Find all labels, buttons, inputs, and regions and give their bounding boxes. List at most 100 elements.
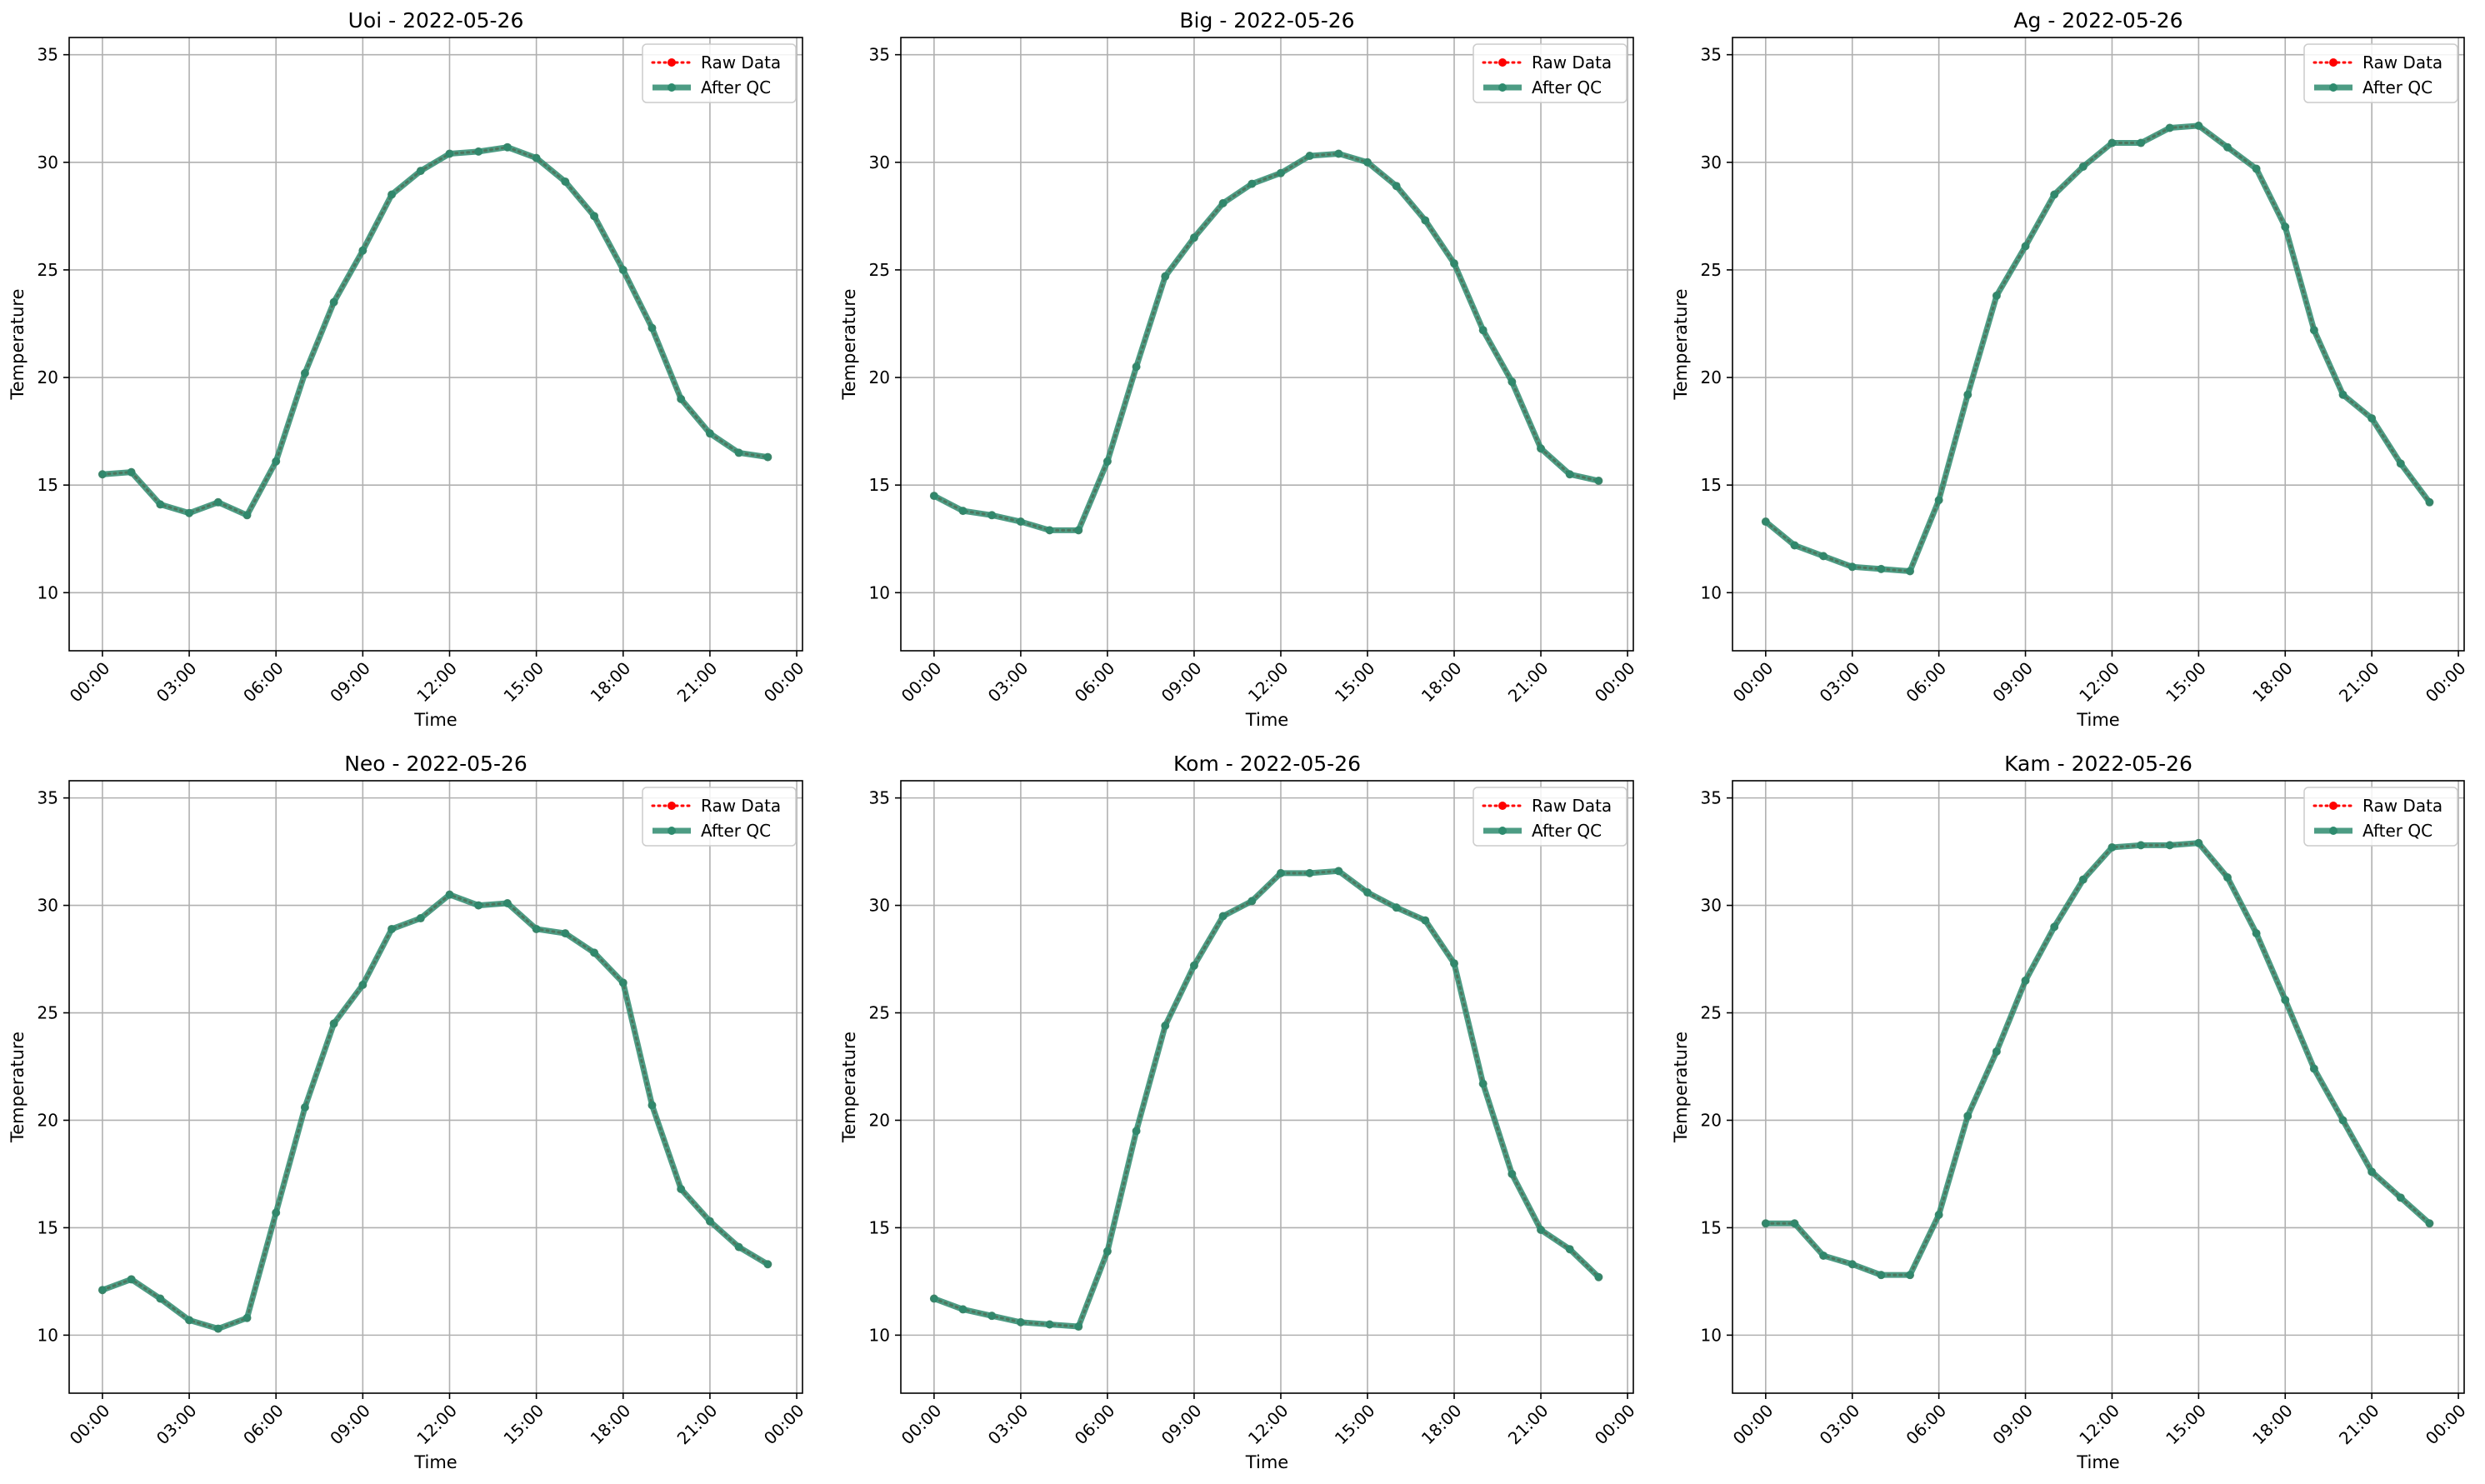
after-qc-point	[329, 1019, 338, 1028]
after-qc-point	[1248, 179, 1257, 188]
after-qc-point	[618, 265, 628, 274]
after-qc-point	[1276, 168, 1285, 177]
y-tick-label: 15	[38, 475, 58, 495]
after-qc-point	[185, 1316, 194, 1325]
after-qc-point	[474, 147, 483, 156]
after-qc-point	[2281, 996, 2290, 1005]
y-tick-label: 15	[869, 1217, 890, 1237]
after-qc-point	[2309, 326, 2318, 335]
legend-raw-label: Raw Data	[701, 796, 781, 816]
x-tick-label: 18:00	[587, 1401, 635, 1449]
after-qc-point	[734, 1242, 743, 1252]
legend-raw-label: Raw Data	[2362, 796, 2442, 816]
x-tick-label: 21:00	[1504, 1401, 1552, 1449]
x-tick-label: 03:00	[1816, 1401, 1864, 1449]
after-qc-point	[1334, 149, 1343, 158]
x-tick-label: 18:00	[2248, 1401, 2297, 1449]
y-tick-label: 15	[38, 1217, 58, 1237]
after-qc-point	[329, 297, 338, 307]
after-qc-point	[677, 1185, 686, 1193]
after-qc-point	[958, 1305, 968, 1314]
after-qc-point	[1761, 517, 1770, 527]
after-qc-point	[1450, 959, 1459, 968]
after-qc-point	[2425, 497, 2434, 507]
after-qc-point	[502, 899, 512, 907]
after-qc-point	[1508, 377, 1517, 387]
after-qc-point	[300, 368, 309, 377]
after-qc-point	[2165, 123, 2174, 132]
legend-qc-label: After QC	[701, 821, 771, 841]
legend-raw-marker	[1498, 802, 1507, 810]
x-tick-label: 21:00	[2335, 658, 2383, 707]
after-qc-point	[1045, 1320, 1054, 1329]
after-qc-point	[618, 978, 628, 987]
after-qc-point	[2252, 164, 2261, 173]
x-tick-label: 00:00	[2422, 1401, 2470, 1449]
after-qc-point	[445, 890, 454, 899]
after-qc-point	[2368, 414, 2377, 423]
x-tick-label: 12:00	[1244, 658, 1292, 707]
after-qc-point	[2425, 1219, 2434, 1228]
x-axis-label: Time	[413, 1452, 457, 1472]
after-qc-point	[1421, 916, 1430, 925]
x-tick-label: 15:00	[2162, 658, 2210, 707]
chart-title: Kom - 2022-05-26	[1173, 752, 1361, 776]
legend-qc-label: After QC	[1532, 77, 1602, 97]
x-tick-label: 00:00	[1729, 1401, 1778, 1449]
after-qc-line	[931, 867, 1602, 1330]
after-qc-point	[1537, 1226, 1546, 1234]
raw-data-line	[932, 152, 1600, 532]
x-tick-label: 12:00	[2075, 1401, 2123, 1449]
after-qc-point	[677, 394, 686, 403]
x-tick-label: 00:00	[2422, 658, 2470, 707]
y-tick-label: 25	[38, 1003, 58, 1023]
x-tick-label: 03:00	[1816, 658, 1864, 707]
after-qc-point	[1761, 1219, 1770, 1228]
y-tick-label: 10	[869, 582, 890, 602]
x-tick-label: 00:00	[66, 1401, 114, 1449]
legend-qc-marker	[668, 827, 676, 835]
after-qc-point	[2281, 222, 2290, 232]
raw-data-line	[932, 869, 1600, 1328]
chart-panel: 10 15 20 25 30 35 00:00 03:00 06:00 09:00 12:00 15:…	[1671, 8, 2470, 730]
after-qc-line	[1762, 840, 2432, 1278]
after-qc-point	[2222, 873, 2232, 882]
after-qc-line	[1762, 122, 2432, 574]
legend-raw-marker	[668, 802, 676, 810]
x-tick-label: 06:00	[1071, 658, 1119, 707]
y-tick-label: 10	[38, 582, 58, 602]
after-qc-point	[242, 511, 252, 520]
y-tick-label: 35	[1701, 45, 1722, 65]
after-qc-point	[1392, 182, 1401, 191]
legend-raw-label: Raw Data	[1532, 796, 1612, 816]
after-qc-point	[416, 167, 425, 176]
y-axis-label: Temperature	[839, 288, 859, 400]
after-qc-point	[1421, 216, 1430, 225]
after-qc-point	[272, 457, 281, 466]
legend-raw-marker	[2329, 58, 2338, 67]
after-qc-point	[1934, 1210, 1943, 1219]
y-tick-label: 10	[869, 1325, 890, 1345]
x-tick-label: 00:00	[898, 1401, 946, 1449]
legend: Raw Data After QC	[642, 43, 797, 103]
y-tick-label: 35	[869, 788, 890, 808]
after-qc-point	[388, 190, 397, 199]
after-qc-line	[99, 144, 771, 518]
after-qc-point	[1102, 1247, 1112, 1256]
after-qc-point	[358, 246, 368, 255]
y-tick-label: 15	[1701, 475, 1722, 495]
y-tick-label: 25	[869, 260, 890, 280]
after-qc-line	[99, 892, 771, 1332]
raw-data-line	[1764, 124, 2431, 573]
after-qc-point	[590, 212, 599, 221]
y-tick-label: 20	[869, 1110, 890, 1130]
x-tick-label: 15:00	[499, 658, 548, 707]
x-tick-label: 21:00	[673, 1401, 722, 1449]
plot-frame	[68, 780, 803, 1394]
after-qc-point	[1565, 1245, 1574, 1254]
y-tick-label: 30	[38, 152, 58, 172]
after-qc-point	[127, 1275, 136, 1284]
x-tick-label: 00:00	[898, 658, 946, 707]
y-tick-label: 20	[1701, 367, 1722, 387]
